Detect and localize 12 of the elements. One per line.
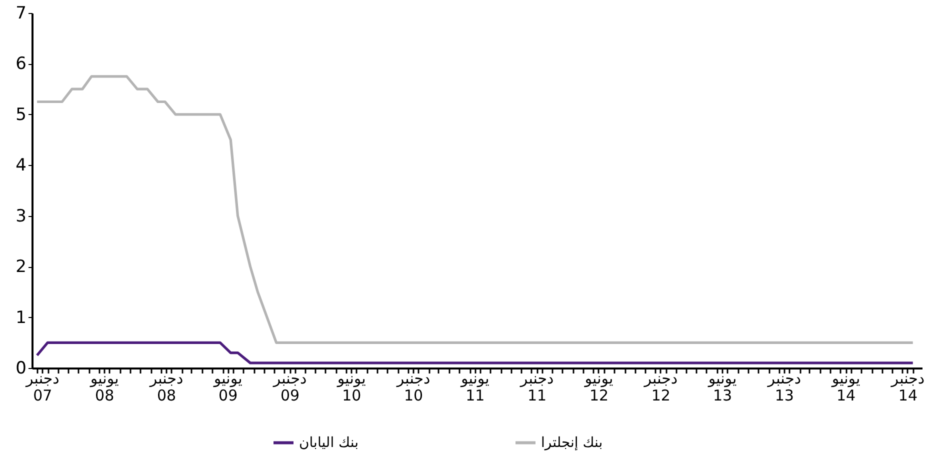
y-tick-label: 1	[16, 308, 26, 328]
y-tick-label: 3	[16, 206, 26, 226]
line-series	[36, 75, 914, 344]
legend-label: بنك إنجلترا	[541, 434, 603, 451]
y-tick-label: 0	[16, 358, 26, 378]
y-tick-label: 4	[16, 156, 26, 176]
y-tick-label: 6	[16, 54, 26, 74]
legend-label: بنك اليابان	[299, 434, 358, 451]
y-tick-label: 2	[16, 257, 26, 278]
line-series	[36, 341, 914, 364]
y-tick-label: 7	[16, 4, 26, 24]
y-tick-label: 5	[16, 104, 26, 125]
